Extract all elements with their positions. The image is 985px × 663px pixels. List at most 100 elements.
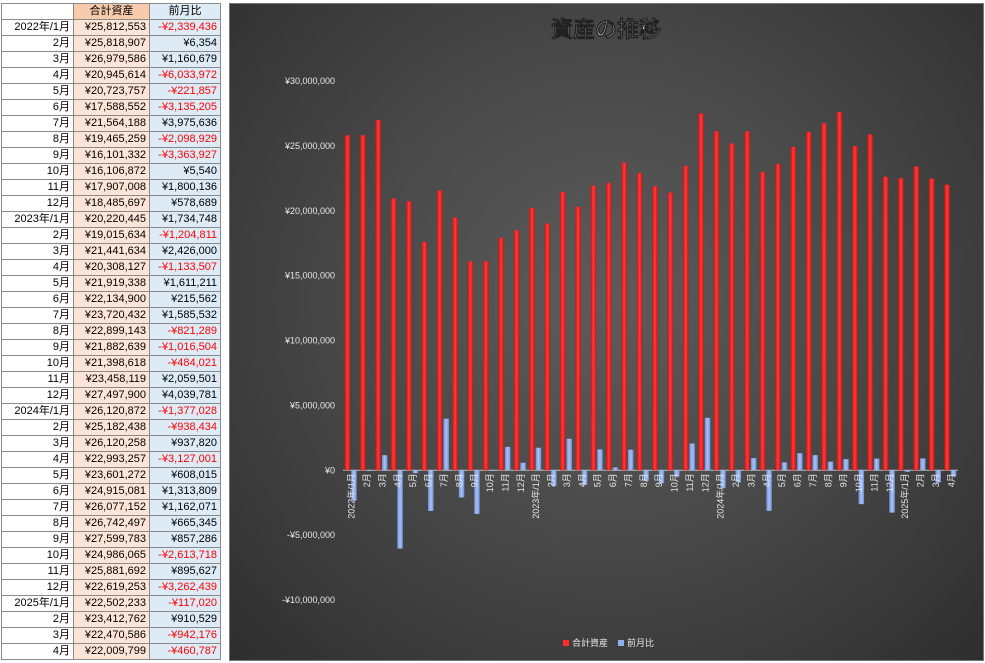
month-over-month-bar — [766, 470, 772, 511]
header-month — [1, 3, 74, 20]
x-tick-label: 2月 — [362, 473, 372, 487]
x-tick-label: 8月 — [639, 473, 649, 487]
row-month-cell: 12月 — [1, 579, 74, 596]
x-tick-label: 5月 — [408, 473, 418, 487]
row-diff-cell: ¥1,734,748 — [149, 211, 221, 228]
row-diff-cell: -¥117,020 — [149, 595, 221, 612]
total-assets-bar — [544, 223, 551, 471]
x-tick-label: 12月 — [516, 473, 526, 492]
row-diff-cell: -¥6,033,972 — [149, 67, 221, 84]
x-tick-label: 4月 — [762, 473, 772, 487]
total-assets-bar — [713, 131, 720, 471]
month-over-month-bar — [935, 470, 941, 483]
row-month-cell: 6月 — [1, 291, 74, 308]
row-total-cell: ¥20,945,614 — [73, 67, 150, 84]
row-month-cell: 3月 — [1, 51, 74, 68]
row-month-cell: 3月 — [1, 435, 74, 452]
row-total-cell: ¥22,502,233 — [73, 595, 150, 612]
row-diff-cell: -¥2,098,929 — [149, 131, 221, 148]
row-total-cell: ¥23,720,432 — [73, 307, 150, 324]
table-row: 9月 ¥27,599,783 ¥857,286 — [1, 531, 221, 548]
table-row: 12月 ¥18,485,697 ¥578,689 — [1, 195, 221, 212]
total-assets-bar — [606, 183, 612, 471]
row-diff-cell: -¥1,377,028 — [149, 403, 221, 420]
month-over-month-bar — [474, 470, 480, 514]
row-month-cell: 9月 — [1, 147, 74, 164]
row-month-cell: 2024年/1月 — [1, 403, 74, 420]
row-month-cell: 7月 — [1, 499, 74, 516]
x-tick-label: 6月 — [793, 473, 803, 487]
row-diff-cell: ¥895,627 — [149, 563, 221, 580]
y-tick-label: ¥20,000,000 — [284, 206, 335, 216]
row-total-cell: ¥26,742,497 — [73, 515, 150, 532]
row-diff-cell: -¥484,021 — [149, 355, 221, 372]
asset-table-container: 合計資産 前月比 2022年/1月 ¥25,812,553 -¥2,339,436 2… — [1, 3, 221, 660]
table-row: 11月 ¥25,881,692 ¥895,627 — [1, 563, 221, 580]
x-tick-label: 10月 — [670, 473, 680, 492]
total-assets-bar — [483, 261, 489, 471]
total-assets-bar — [421, 242, 428, 471]
x-tick-label: 2025年/1月 — [899, 473, 910, 519]
x-tick-label: 10月 — [485, 473, 495, 492]
row-diff-cell: -¥3,135,205 — [149, 99, 221, 116]
table-row: 7月 ¥21,564,188 ¥3,975,636 — [1, 115, 221, 132]
x-tick-label: 11月 — [869, 473, 879, 491]
table-row: 8月 ¥19,465,259 -¥2,098,929 — [1, 131, 221, 148]
row-diff-cell: ¥665,345 — [149, 515, 221, 532]
month-over-month-bar — [520, 462, 526, 471]
table-row: 6月 ¥17,588,552 -¥3,135,205 — [1, 99, 221, 116]
x-tick-label: 2月 — [916, 473, 926, 487]
row-diff-cell: -¥942,176 — [149, 627, 221, 644]
row-diff-cell: -¥3,127,001 — [149, 451, 221, 468]
row-total-cell: ¥21,398,618 — [73, 355, 150, 372]
row-total-cell: ¥17,588,552 — [73, 99, 150, 116]
month-over-month-bar — [797, 453, 803, 471]
row-month-cell: 8月 — [1, 131, 74, 148]
total-assets-bar — [621, 162, 627, 471]
month-over-month-bar — [643, 470, 649, 481]
total-assets-bar — [682, 165, 689, 471]
row-diff-cell: -¥1,133,507 — [149, 259, 221, 276]
total-assets-bar — [898, 178, 904, 471]
total-assets-bar — [821, 123, 827, 471]
y-tick-label: ¥10,000,000 — [284, 336, 335, 346]
legend-total-swatch — [563, 640, 569, 646]
row-diff-cell: ¥1,160,679 — [149, 51, 221, 68]
x-tick-label: 2024年/1月 — [715, 473, 726, 519]
row-diff-cell: -¥1,204,811 — [149, 227, 221, 244]
row-diff-cell: ¥4,039,781 — [149, 387, 221, 404]
y-tick-label: -¥10,000,000 — [282, 595, 335, 605]
row-diff-cell: ¥1,162,071 — [149, 499, 221, 516]
row-month-cell: 4月 — [1, 67, 74, 84]
y-tick-label: -¥5,000,000 — [287, 530, 335, 540]
row-diff-cell: -¥221,857 — [149, 83, 221, 100]
row-month-cell: 3月 — [1, 627, 74, 644]
total-assets-bar — [836, 112, 843, 471]
table-row: 12月 ¥22,619,253 -¥3,262,439 — [1, 579, 221, 596]
month-over-month-bar — [920, 458, 926, 471]
header-total-assets: 合計資産 — [73, 3, 150, 20]
x-axis: 2022年/1月 2月 3月 4月 5月 6月 7月 8月 9月 10月 11月 12月 2023年/1… — [346, 473, 957, 519]
x-tick-label: 8月 — [823, 473, 833, 487]
table-row: 3月 ¥21,441,634 ¥2,426,000 — [1, 243, 221, 260]
row-diff-cell: ¥937,820 — [149, 435, 221, 452]
row-diff-cell: -¥938,434 — [149, 419, 221, 436]
asset-chart-panel[interactable]: 資産の推移 -¥10,000,000 -¥5,000,000 ¥0 ¥5,000,00… — [229, 3, 984, 661]
y-tick-label: ¥15,000,000 — [284, 271, 335, 281]
row-diff-cell: ¥6,354 — [149, 35, 221, 52]
y-tick-label: ¥5,000,000 — [289, 400, 335, 410]
row-total-cell: ¥25,812,553 — [73, 19, 150, 36]
month-over-month-bar — [581, 470, 588, 485]
month-over-month-bar — [704, 417, 711, 471]
table-row: 4月 ¥20,945,614 -¥6,033,972 — [1, 67, 221, 84]
row-diff-cell: ¥3,975,636 — [149, 115, 221, 132]
y-tick-label: ¥30,000,000 — [284, 76, 335, 86]
row-month-cell: 10月 — [1, 163, 74, 180]
table-header-row: 合計資産 前月比 — [1, 3, 221, 20]
x-tick-label: 11月 — [500, 473, 510, 491]
table-row: 8月 ¥26,742,497 ¥665,345 — [1, 515, 221, 532]
row-total-cell: ¥20,723,757 — [73, 83, 150, 100]
table-row: 3月 ¥26,979,586 ¥1,160,679 — [1, 51, 221, 68]
row-diff-cell: -¥1,016,504 — [149, 339, 221, 356]
month-over-month-bar — [366, 470, 373, 471]
